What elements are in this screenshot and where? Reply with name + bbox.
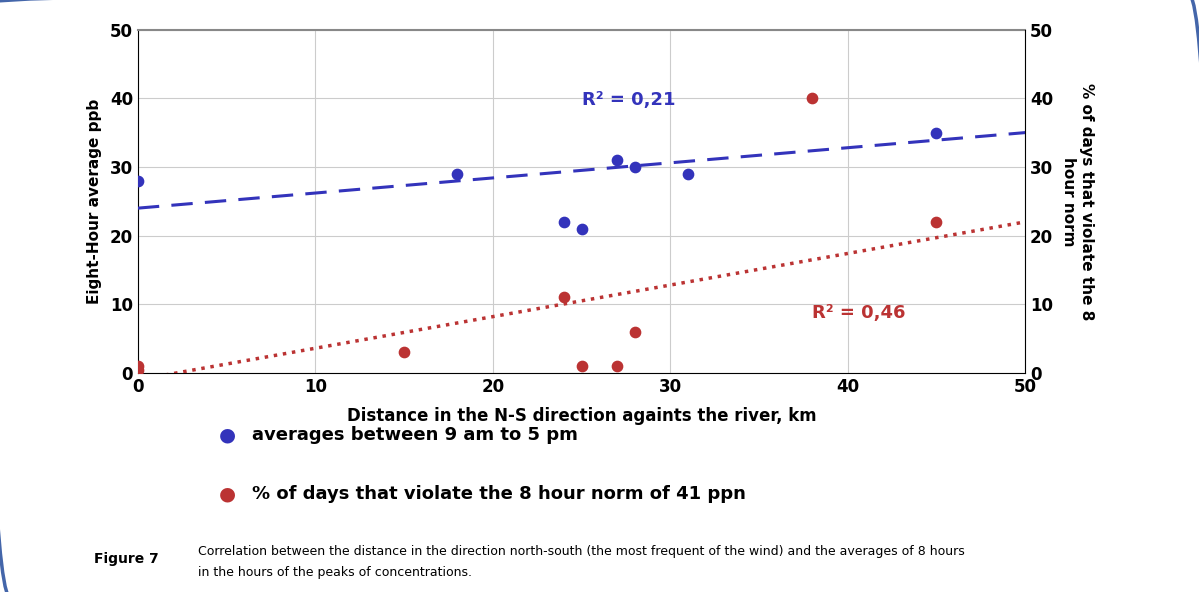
Point <box>625 327 644 336</box>
Point <box>608 155 627 165</box>
Text: ●: ● <box>219 485 236 504</box>
Y-axis label: % of days that violate the 8
hour norm: % of days that violate the 8 hour norm <box>1061 83 1093 320</box>
Text: averages between 9 am to 5 pm: averages between 9 am to 5 pm <box>252 426 578 444</box>
Point <box>679 169 698 179</box>
Y-axis label: Eight-Hour average ppb: Eight-Hour average ppb <box>86 99 102 304</box>
Text: Correlation between the distance in the direction north-south (the most frequent: Correlation between the distance in the … <box>198 545 964 558</box>
Point <box>802 94 821 103</box>
Point <box>447 169 466 179</box>
Point <box>572 361 591 371</box>
Point <box>394 348 414 357</box>
Point <box>572 224 591 233</box>
Point <box>128 176 147 185</box>
Point <box>554 217 573 227</box>
Point <box>608 361 627 371</box>
Text: ●: ● <box>219 426 236 445</box>
Point <box>625 162 644 172</box>
Point <box>927 217 946 227</box>
Text: % of days that violate the 8 hour norm of 41 ppn: % of days that violate the 8 hour norm o… <box>252 485 746 503</box>
Text: R² = 0,21: R² = 0,21 <box>582 91 675 109</box>
Point <box>927 128 946 137</box>
Point <box>554 292 573 302</box>
X-axis label: Distance in the N-S direction againts the river, km: Distance in the N-S direction againts th… <box>347 407 817 425</box>
Point <box>128 365 147 374</box>
Text: Figure 7: Figure 7 <box>94 552 158 567</box>
Text: R² = 0,46: R² = 0,46 <box>812 304 905 322</box>
Text: in the hours of the peaks of concentrations.: in the hours of the peaks of concentrati… <box>198 567 472 579</box>
Point <box>128 361 147 371</box>
